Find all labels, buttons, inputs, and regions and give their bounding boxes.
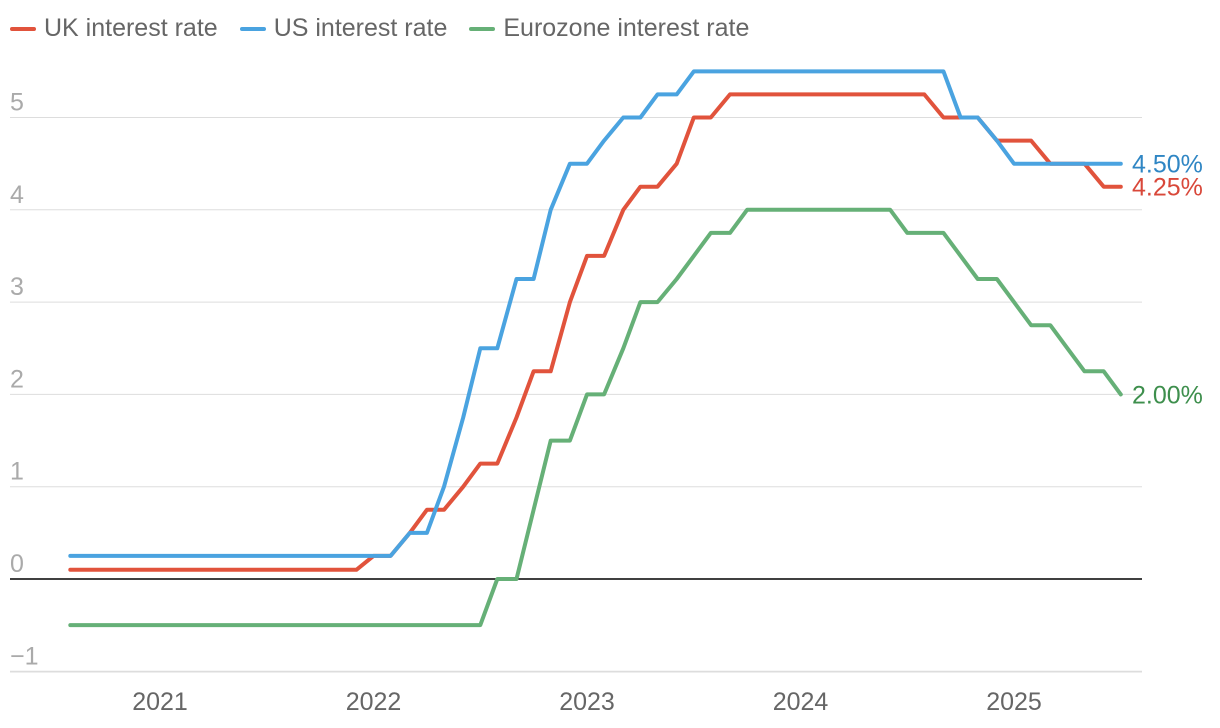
legend-swatch-ez xyxy=(469,26,496,31)
legend-item-us: US interest rate xyxy=(239,14,448,43)
legend-item-ez: Eurozone interest rate xyxy=(469,14,749,43)
series-line-uk-interest-rate xyxy=(68,92,1123,572)
y-tick-label: 5 xyxy=(10,89,24,117)
series-lines xyxy=(68,69,1123,628)
grid-lines xyxy=(10,117,1142,673)
y-tick-label: 0 xyxy=(10,550,24,578)
y-tick-label: −1 xyxy=(10,642,39,670)
y-tick-label: 3 xyxy=(10,273,24,301)
y-tick-label: 1 xyxy=(10,458,24,486)
x-tick-label: 2024 xyxy=(773,688,829,716)
y-tick-label: 2 xyxy=(10,365,24,393)
end-label-uk-interest-rate: 4.25% xyxy=(1132,174,1203,202)
legend-item-uk: UK interest rate xyxy=(10,14,218,43)
x-tick-label: 2023 xyxy=(559,688,615,716)
legend-label-ez: Eurozone interest rate xyxy=(503,14,750,42)
end-labels: 4.50%4.25% 2.00% xyxy=(1132,151,1203,410)
x-axis-ticks: 2021 2022 2023 2024 2025 xyxy=(132,688,1042,716)
legend-label-us: US interest rate xyxy=(273,14,448,42)
legend-swatch-uk xyxy=(10,26,36,31)
chart-legend: UK interest rate US interest rate Eurozo… xyxy=(10,14,749,43)
x-tick-label: 2025 xyxy=(986,688,1042,716)
end-label-eurozone-interest-rate: 2.00% xyxy=(1132,381,1203,409)
end-label-us-interest-rate: 4.50% xyxy=(1132,151,1203,179)
series-line-us-interest-rate xyxy=(68,69,1123,558)
y-axis-ticks: −1 0 1 2 3 4 5 xyxy=(10,89,39,671)
legend-label-uk: UK interest rate xyxy=(44,14,218,42)
series-line-eurozone-interest-rate xyxy=(68,207,1123,628)
y-tick-label: 4 xyxy=(10,181,24,209)
x-tick-label: 2022 xyxy=(346,688,402,716)
x-tick-label: 2021 xyxy=(132,688,188,716)
legend-swatch-us xyxy=(239,26,266,31)
